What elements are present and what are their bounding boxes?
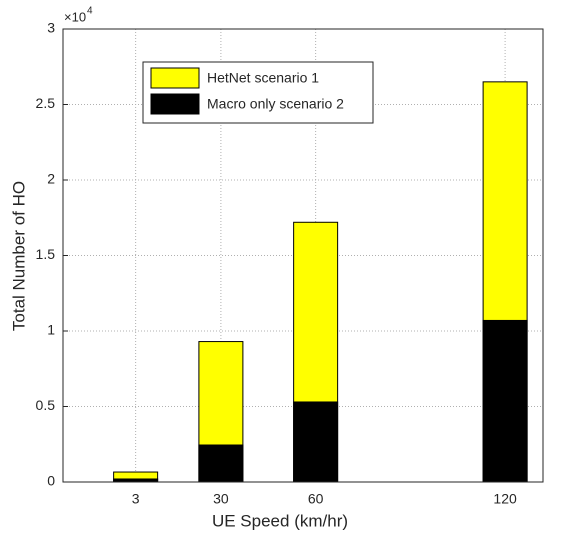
legend-label: HetNet scenario 1 [207, 70, 319, 86]
y-tick-label: 1.5 [36, 246, 56, 262]
legend-swatch [150, 67, 200, 89]
y-tick-label: 0.5 [36, 397, 56, 413]
y-tick-label: 3 [47, 20, 55, 36]
y-tick-label: 2 [47, 171, 55, 187]
y-exponent-base: ×10 [64, 9, 86, 24]
bar [482, 319, 528, 483]
axes-box [62, 28, 544, 483]
legend-swatch [150, 93, 200, 115]
y-tick-label: 1 [47, 322, 55, 338]
x-tick-label: 3 [132, 491, 140, 507]
y-tick-label: 2.5 [36, 95, 56, 111]
x-tick-label: 30 [213, 491, 229, 507]
bar [293, 401, 339, 483]
bar [198, 444, 244, 483]
legend-label: Macro only scenario 2 [207, 96, 344, 112]
x-tick-label: 60 [308, 491, 324, 507]
y-tick-label: 0 [47, 473, 55, 489]
x-tick-label: 120 [493, 491, 517, 507]
x-axis-label: UE Speed (km/hr) [212, 511, 348, 530]
y-axis-label: Total Number of HO [9, 181, 28, 331]
y-exponent-power: 4 [87, 6, 93, 17]
